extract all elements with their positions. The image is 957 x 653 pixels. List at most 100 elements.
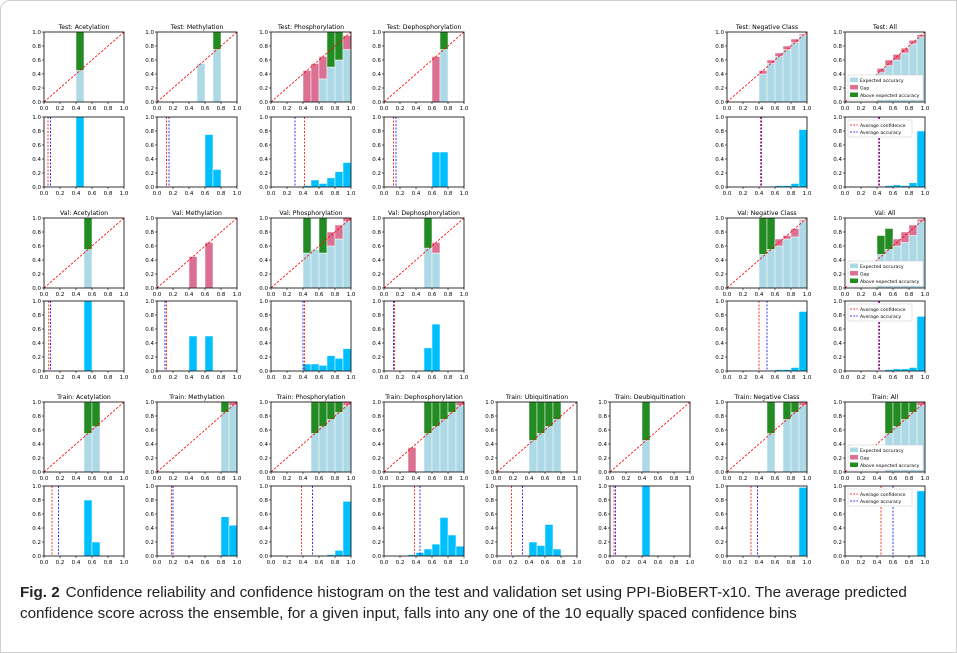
y-tick-label: 0.8 xyxy=(833,44,842,50)
y-tick-label: 1.0 xyxy=(715,484,724,490)
axes-frame xyxy=(43,116,125,188)
y-tick-label: 0.2 xyxy=(32,86,41,92)
y-tick-label: 1.0 xyxy=(259,30,268,36)
x-tick-label: 0.2 xyxy=(56,560,65,566)
expected-accuracy-bar xyxy=(212,49,222,103)
x-tick-label: 1.0 xyxy=(803,375,812,381)
histogram-bar xyxy=(431,151,441,188)
chart-panel: Train: Ubiquitination0.00.00.20.20.40.40… xyxy=(485,394,582,566)
legend-above-label: Above expected accuracy xyxy=(860,463,920,469)
y-tick-label: 1.0 xyxy=(833,299,842,305)
y-tick-label: 0.4 xyxy=(145,442,154,448)
y-tick-label: 0.0 xyxy=(259,286,268,292)
expected-accuracy-bar xyxy=(782,49,792,103)
gap-bar xyxy=(431,242,441,254)
x-tick-label: 0.0 xyxy=(380,375,389,381)
y-tick-label: 0.8 xyxy=(32,414,41,420)
x-tick-label: 0.6 xyxy=(315,375,324,381)
x-tick-label: 0.0 xyxy=(841,476,850,482)
x-tick-label: 0.0 xyxy=(153,560,162,566)
above-expected-bar xyxy=(423,217,433,249)
legend-acc-label: Average accuracy xyxy=(860,130,901,136)
chart-panel: Val: All0.00.00.20.20.40.40.60.60.80.81.… xyxy=(833,210,930,381)
y-tick-label: 1.0 xyxy=(32,216,41,222)
x-tick-label: 0.8 xyxy=(444,292,453,298)
legend-conf-label: Average confidence xyxy=(860,307,906,313)
axes-frame xyxy=(383,217,465,289)
x-tick-label: 1.0 xyxy=(803,106,812,112)
x-tick-label: 0.8 xyxy=(444,106,453,112)
above-expected-bar xyxy=(528,401,538,441)
axes-frame xyxy=(496,485,578,557)
x-tick-label: 1.0 xyxy=(120,292,129,298)
x-tick-label: 0.6 xyxy=(201,560,210,566)
histogram-bar xyxy=(798,129,808,188)
x-tick-label: 0.8 xyxy=(787,191,796,197)
y-tick-label: 0.6 xyxy=(259,244,268,250)
expected-accuracy-bar xyxy=(91,426,101,473)
gap-bar xyxy=(204,242,214,289)
above-expected-bar xyxy=(758,217,768,255)
caption-text: Confidence reliability and confidence hi… xyxy=(20,584,907,622)
expected-accuracy-bar xyxy=(782,419,792,473)
histogram-bar xyxy=(334,171,344,188)
x-tick-label: 0.4 xyxy=(185,560,194,566)
y-tick-label: 1.0 xyxy=(485,484,494,490)
y-tick-label: 0.8 xyxy=(372,313,381,319)
y-tick-label: 1.0 xyxy=(259,115,268,121)
x-tick-label: 0.2 xyxy=(396,375,405,381)
legend-expected-swatch xyxy=(850,263,858,268)
y-tick-label: 0.6 xyxy=(145,58,154,64)
diagonal-line xyxy=(156,401,238,473)
x-tick-label: 1.0 xyxy=(573,476,582,482)
y-tick-label: 0.8 xyxy=(372,498,381,504)
x-tick-label: 0.0 xyxy=(153,292,162,298)
y-tick-label: 0.0 xyxy=(372,185,381,191)
y-tick-label: 0.0 xyxy=(145,470,154,476)
x-tick-label: 0.2 xyxy=(56,106,65,112)
y-tick-label: 0.6 xyxy=(32,244,41,250)
x-tick-label: 0.8 xyxy=(331,292,340,298)
x-tick-label: 0.2 xyxy=(622,476,631,482)
y-tick-label: 0.0 xyxy=(259,369,268,375)
histogram-bar xyxy=(544,524,554,557)
legend-gap-swatch xyxy=(850,271,858,276)
x-tick-label: 0.6 xyxy=(654,560,663,566)
expected-accuracy-bar xyxy=(318,78,328,103)
y-tick-label: 0.0 xyxy=(715,286,724,292)
y-tick-label: 0.0 xyxy=(833,470,842,476)
x-tick-label: 1.0 xyxy=(921,375,930,381)
axes-frame xyxy=(844,217,926,289)
diagonal-line xyxy=(43,217,125,289)
x-tick-label: 0.0 xyxy=(267,106,276,112)
y-tick-label: 0.0 xyxy=(833,554,842,560)
x-tick-label: 0.8 xyxy=(670,476,679,482)
legend-acc-label: Average accuracy xyxy=(860,499,901,505)
histogram-bar xyxy=(423,347,433,372)
chart-panel: Train: Acetylation0.00.00.20.20.40.40.60… xyxy=(32,394,129,566)
x-tick-label: 0.8 xyxy=(557,560,566,566)
x-tick-label: 1.0 xyxy=(460,560,469,566)
y-tick-label: 0.0 xyxy=(259,554,268,560)
x-tick-label: 1.0 xyxy=(233,375,242,381)
y-tick-label: 0.8 xyxy=(715,313,724,319)
x-tick-label: 1.0 xyxy=(803,476,812,482)
expected-accuracy-bar xyxy=(318,252,328,289)
x-tick-label: 0.8 xyxy=(905,106,914,112)
gap-bar xyxy=(782,235,792,240)
histogram-bar xyxy=(334,550,344,557)
x-tick-label: 0.4 xyxy=(873,191,882,197)
above-expected-bar xyxy=(790,401,800,413)
y-tick-label: 0.0 xyxy=(32,369,41,375)
y-tick-label: 1.0 xyxy=(715,400,724,406)
expected-accuracy-bar xyxy=(552,419,562,473)
y-tick-label: 0.4 xyxy=(485,442,494,448)
x-tick-label: 0.8 xyxy=(104,191,113,197)
y-tick-label: 0.2 xyxy=(145,355,154,361)
x-tick-label: 0.0 xyxy=(841,106,850,112)
chart-title: Test: All xyxy=(872,24,897,31)
x-tick-label: 0.4 xyxy=(755,106,764,112)
expected-accuracy-bar xyxy=(782,238,792,289)
expected-accuracy-bar xyxy=(766,433,776,473)
y-tick-label: 0.4 xyxy=(32,526,41,532)
